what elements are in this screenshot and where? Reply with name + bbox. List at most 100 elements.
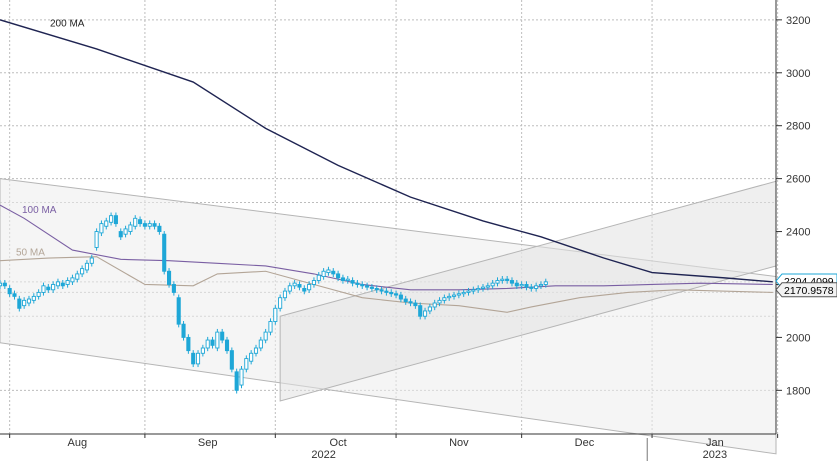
candle-body — [113, 215, 118, 225]
x-tick-label: Nov — [449, 437, 469, 449]
candle-body — [408, 301, 413, 304]
x-tick-label: Oct — [330, 437, 347, 449]
candle-body — [60, 282, 65, 287]
candle-body — [234, 371, 239, 391]
candle-body — [360, 284, 365, 287]
candle-body — [543, 281, 548, 285]
candle-body — [282, 290, 288, 299]
candle-body — [394, 293, 399, 296]
candle-body — [7, 288, 12, 295]
candle-body — [191, 352, 196, 365]
candle-body — [302, 288, 307, 292]
candle-body — [490, 282, 495, 287]
candle-body — [418, 305, 423, 317]
candle-body — [0, 282, 3, 287]
candle-body — [84, 262, 89, 271]
candle-body — [307, 284, 312, 291]
candle-body — [456, 293, 461, 296]
candle-body — [389, 291, 394, 295]
candle-body — [514, 282, 519, 287]
x-tick-label: Jan — [706, 437, 724, 449]
candle-body — [345, 278, 350, 281]
candle-body — [94, 231, 99, 248]
candle-body — [321, 270, 326, 277]
candle-body — [224, 339, 230, 352]
candle-body — [171, 284, 176, 293]
candle-body — [249, 352, 254, 362]
candle-body — [524, 284, 529, 288]
candle-body — [181, 323, 186, 338]
ma-label: 100 MA — [22, 205, 57, 216]
candle-body — [485, 285, 490, 288]
candle-body — [104, 220, 109, 227]
candle-body — [89, 257, 94, 264]
candle-body — [534, 285, 539, 289]
candle-body — [152, 223, 157, 227]
ma-value-tag — [775, 282, 837, 298]
candle-body — [80, 268, 85, 275]
candle-body — [70, 277, 75, 283]
candle-body — [22, 299, 27, 307]
candle-body — [311, 280, 317, 285]
candle-body — [210, 339, 215, 346]
candle-body — [128, 224, 133, 233]
candle-body — [195, 352, 201, 365]
candle-body — [529, 286, 534, 289]
candle-body — [176, 297, 181, 325]
candle-body — [369, 286, 374, 289]
ma-value-text: 2170.9578 — [784, 285, 834, 297]
candle-body — [461, 291, 466, 295]
candle-body — [379, 289, 384, 292]
candle-body — [31, 295, 36, 301]
candle-body — [162, 233, 167, 272]
candle-body — [133, 217, 138, 227]
candle-body — [263, 331, 268, 341]
candle-body — [495, 280, 500, 284]
x-tick-label: Dec — [575, 437, 595, 449]
candle-body — [500, 278, 505, 281]
y-tick-label: 2800 — [786, 121, 810, 133]
candle-body — [480, 286, 486, 289]
y-tick-label: 2600 — [786, 174, 810, 186]
candle-body — [26, 298, 32, 304]
candle-body — [229, 350, 234, 370]
candle-body — [253, 347, 259, 354]
candle-body — [297, 284, 302, 288]
candle-layer — [0, 212, 548, 394]
candle-body — [398, 294, 403, 300]
candle-body — [350, 280, 355, 284]
candle-body — [142, 223, 147, 227]
x-tick-label: Aug — [67, 437, 87, 449]
candle-body — [447, 295, 452, 299]
candle-body — [157, 225, 162, 233]
candle-body — [509, 280, 515, 284]
candle-body — [422, 310, 428, 317]
candle-body — [258, 339, 263, 349]
year-label: 2022 — [311, 449, 335, 461]
candle-body — [55, 281, 61, 287]
x-tick-label: Sep — [198, 437, 218, 449]
candle-body — [374, 288, 379, 291]
ma-line — [0, 19, 773, 283]
y-tick-label: 3200 — [786, 15, 810, 27]
candle-body — [403, 298, 408, 303]
candle-body — [519, 284, 524, 287]
y-tick-label: 2000 — [786, 332, 810, 344]
candle-body — [326, 269, 331, 274]
candle-body — [331, 270, 336, 275]
candle-body — [340, 277, 345, 281]
candle-body — [278, 297, 283, 309]
y-tick-label: 3000 — [786, 68, 810, 80]
candle-body — [205, 339, 210, 349]
candle-body — [244, 358, 249, 370]
candle-body — [471, 289, 476, 292]
candle-body — [220, 331, 225, 341]
candle-body — [109, 215, 114, 223]
year-label: 2023 — [703, 449, 727, 461]
candle-body — [336, 273, 341, 279]
candle-body — [384, 290, 389, 293]
candle-body — [292, 282, 297, 287]
